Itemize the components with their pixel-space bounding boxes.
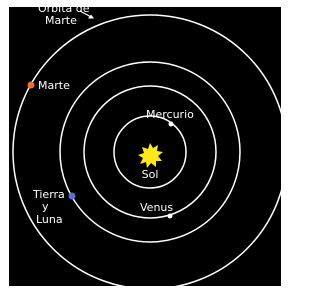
planet-label: Marte (38, 79, 70, 92)
orbit-label: Marte (45, 14, 77, 27)
planet-mercury (169, 122, 174, 127)
sun-label: Sol (142, 168, 159, 181)
planet-venus (168, 214, 173, 219)
solar-system-diagram: Sol Mercurio Venus Tierra y Luna Marte O… (0, 0, 286, 292)
planet-earth (69, 193, 76, 200)
planet-label: Mercurio (146, 108, 194, 121)
planet-mars (28, 82, 35, 89)
planet-label: Venus (140, 201, 173, 214)
planet-label: y (42, 200, 49, 213)
planet-label: Luna (36, 213, 63, 226)
